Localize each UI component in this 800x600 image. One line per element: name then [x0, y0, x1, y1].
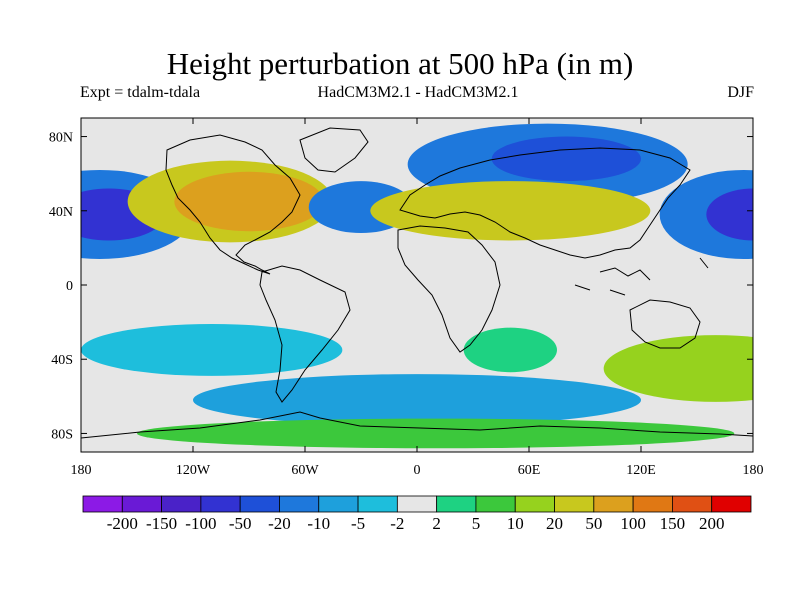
colorbar-swatch-13 — [593, 495, 634, 513]
anomaly-region-6 — [491, 136, 641, 182]
colorbar-swatch-7 — [357, 495, 398, 513]
colorbar-swatch-16 — [711, 495, 752, 513]
lon-tick-label: 60E — [518, 463, 541, 478]
lon-tick-label: 60W — [291, 463, 319, 478]
lat-tick-label: 40S — [51, 353, 73, 368]
colorbar-label: -200 — [107, 514, 138, 533]
greenland-coast — [299, 127, 369, 173]
colorbar-label: -5 — [351, 514, 365, 533]
colorbar-label: -50 — [229, 514, 252, 533]
colorbar-label: 50 — [585, 514, 602, 533]
colorbar-swatch-6 — [318, 495, 359, 513]
map-plot-area — [81, 118, 753, 452]
experiment-label: Expt = tdalm-tdala — [80, 84, 201, 101]
south-america-coast — [259, 265, 351, 403]
colorbar-label: -20 — [268, 514, 291, 533]
colorbar-swatch-3 — [200, 495, 241, 513]
colorbar-label: 150 — [660, 514, 686, 533]
africa-coast — [397, 225, 501, 353]
anomaly-region-12 — [603, 335, 753, 402]
north-america-coast — [165, 134, 301, 275]
colorbar-label: 2 — [432, 514, 441, 533]
colorbar-swatch-15 — [672, 495, 713, 513]
anomaly-field — [81, 123, 753, 449]
lon-tick-label: 120E — [626, 463, 656, 478]
lat-tick-label: 0 — [66, 279, 73, 294]
colorbar-label: -10 — [307, 514, 330, 533]
colorbar-label: 20 — [546, 514, 563, 533]
lon-tick-label: 180 — [743, 463, 764, 478]
anomaly-region-9 — [706, 188, 753, 241]
colorbar: -200 -150 -100 -50 -20 -10 -5 -2 2 5 10 20 50 100 150 2… — [82, 495, 752, 533]
colorbar-label: 10 — [507, 514, 524, 533]
coastlines — [81, 127, 753, 439]
lon-tick-label: 180 — [71, 463, 92, 478]
colorbar-label: 200 — [699, 514, 725, 533]
map-title: Height perturbation at 500 hPa (in m) — [166, 46, 634, 81]
colorbar-swatch-2 — [161, 495, 202, 513]
colorbar-swatch-5 — [279, 495, 320, 513]
lon-tick-label: 0 — [414, 463, 421, 478]
anomaly-region-7 — [370, 181, 651, 241]
colorbar-swatch-4 — [239, 495, 280, 513]
colorbar-swatch-9 — [436, 495, 477, 513]
australia-coast — [629, 299, 701, 349]
model-label: HadCM3M2.1 - HadCM3M2.1 — [317, 84, 519, 101]
colorbar-swatch-14 — [632, 495, 673, 513]
colorbar-swatch-8 — [396, 495, 438, 513]
anomaly-region-3 — [174, 171, 324, 232]
colorbar-swatch-11 — [514, 495, 555, 513]
season-label: DJF — [727, 84, 754, 101]
colorbar-label: -150 — [146, 514, 177, 533]
colorbar-label: 100 — [620, 514, 646, 533]
lon-tick-label: 120W — [176, 463, 211, 478]
colorbar-label: -2 — [390, 514, 404, 533]
colorbar-label: 5 — [472, 514, 481, 533]
anomaly-region-10 — [81, 323, 343, 376]
anomaly-region-13 — [193, 374, 641, 427]
colorbar-label: -100 — [185, 514, 216, 533]
europe-asia-coast — [399, 147, 691, 259]
maritime-islands — [574, 257, 709, 296]
anomaly-region-14 — [137, 418, 735, 449]
colorbar-swatch-12 — [554, 495, 595, 513]
anomaly-region-11 — [463, 327, 557, 373]
colorbar-swatch-0 — [82, 495, 123, 513]
lat-tick-label: 40N — [49, 205, 73, 220]
colorbar-swatch-1 — [121, 495, 162, 513]
colorbar-swatch-10 — [475, 495, 516, 513]
antarctica-coast — [81, 411, 753, 439]
axis-ticks: 180 120W 60W 0 60E 120E 180 80N 40N 0 40S 80S — [49, 118, 764, 478]
lat-tick-label: 80N — [49, 131, 73, 146]
lat-tick-label: 80S — [51, 427, 73, 442]
